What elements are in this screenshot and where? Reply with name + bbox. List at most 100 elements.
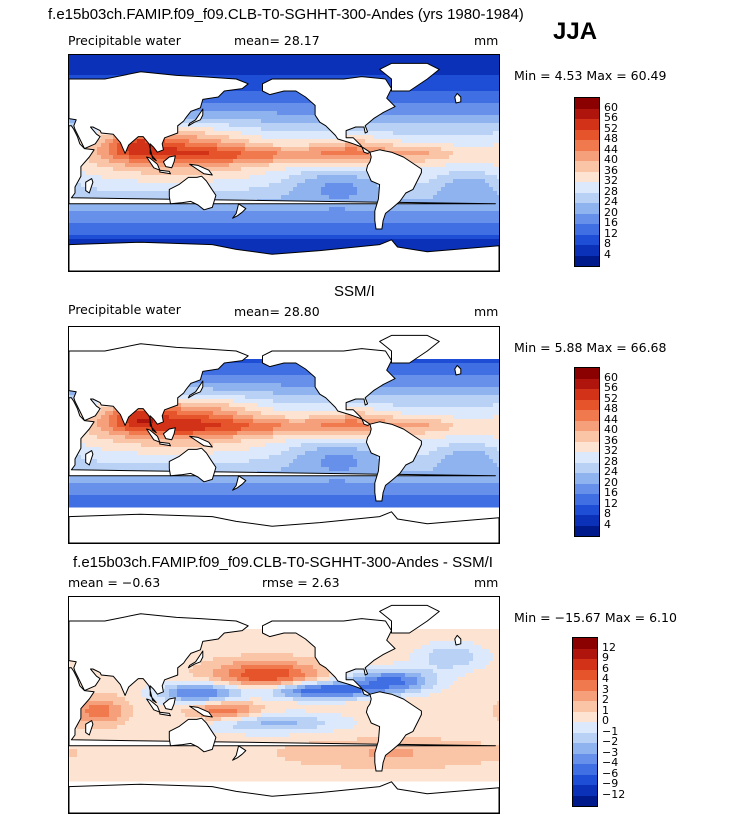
colorbar-tick-label: 44 bbox=[604, 412, 618, 426]
landmass bbox=[146, 156, 161, 171]
colorbar-swatch bbox=[573, 743, 597, 754]
panel2-heading: SSM/I bbox=[334, 283, 375, 300]
landmass bbox=[85, 450, 94, 466]
colorbar-tick-label: 52 bbox=[604, 121, 618, 135]
colorbar-swatch bbox=[573, 659, 597, 670]
panel2-minmax: Min = 5.88 Max = 66.68 bbox=[514, 340, 667, 355]
landmass bbox=[69, 239, 499, 271]
colorbar-swatch bbox=[575, 525, 599, 536]
landmass bbox=[69, 511, 499, 543]
colorbar-swatch bbox=[575, 431, 599, 442]
colorbar-swatch bbox=[573, 732, 597, 743]
colorbar-swatch bbox=[575, 98, 599, 109]
colorbar-tick-label: −4 bbox=[602, 756, 619, 769]
colorbar-swatch bbox=[575, 161, 599, 172]
colorbar-tick-label: 32 bbox=[604, 174, 618, 187]
colorbar-tick-label: 52 bbox=[604, 391, 618, 405]
landmass bbox=[232, 475, 247, 491]
landmass bbox=[162, 427, 176, 441]
colorbar-tick-label: 1 bbox=[602, 703, 609, 717]
colorbar-swatch bbox=[575, 192, 599, 203]
panel2-variable-label: Precipitable water bbox=[68, 302, 181, 317]
landmass bbox=[85, 720, 94, 736]
panel3-units-label: mm bbox=[474, 575, 499, 590]
colorbar-swatch bbox=[573, 774, 597, 785]
landmass bbox=[189, 435, 213, 448]
colorbar-tick-label: 60 bbox=[604, 100, 618, 114]
colorbar-swatch bbox=[575, 119, 599, 130]
colorbar-swatch bbox=[575, 441, 599, 452]
colorbar-swatch bbox=[575, 368, 599, 379]
colorbar-swatch bbox=[575, 234, 599, 245]
colorbar-tick-label: 12 bbox=[604, 496, 618, 510]
panel3-heading: f.e15b03ch.FAMIP.f09_f09.CLB-T0-SGHHT-30… bbox=[73, 554, 493, 571]
landmass bbox=[146, 428, 161, 443]
colorbar-swatch bbox=[575, 399, 599, 410]
panel3-colorbar bbox=[572, 637, 598, 807]
colorbar-swatch bbox=[575, 515, 599, 526]
landmass bbox=[146, 698, 161, 713]
colorbar-swatch bbox=[573, 648, 597, 659]
panel1-colorbar-ticks: 60 56 52 48 44 40 36 32 28 24 20 16 12 8 4 bbox=[604, 97, 634, 267]
colorbar-swatch bbox=[575, 462, 599, 473]
landmass bbox=[379, 604, 440, 634]
colorbar-swatch bbox=[575, 255, 599, 266]
colorbar-swatch bbox=[575, 108, 599, 119]
landmass bbox=[187, 650, 204, 669]
colorbar-swatch bbox=[573, 795, 597, 806]
colorbar-tick-label: 4 bbox=[602, 672, 609, 685]
colorbar-swatch bbox=[575, 389, 599, 400]
colorbar-tick-label: 40 bbox=[604, 423, 618, 436]
field-map bbox=[69, 55, 499, 271]
season-label: JJA bbox=[553, 18, 598, 45]
landmass bbox=[69, 343, 249, 434]
landmass bbox=[189, 163, 213, 176]
landmass bbox=[159, 711, 171, 717]
panel1-minmax: Min = 4.53 Max = 60.49 bbox=[514, 68, 667, 83]
colorbar-swatch bbox=[575, 129, 599, 140]
landmass bbox=[262, 348, 396, 426]
colorbar-swatch bbox=[573, 764, 597, 775]
landmass bbox=[162, 155, 176, 169]
panel3-colorbar-ticks: 12 9 6 4 3 2 1 0 −1 −2 −3 −4 −6 −9 −12 bbox=[602, 637, 636, 807]
colorbar-tick-label: 8 bbox=[604, 507, 611, 520]
colorbar-swatch bbox=[575, 494, 599, 505]
colorbar-tick-label: −9 bbox=[602, 777, 619, 790]
landmass bbox=[379, 62, 440, 92]
panel3-minmax: Min = −15.67 Max = 6.10 bbox=[514, 610, 677, 625]
colorbar-tick-label: 12 bbox=[602, 640, 616, 654]
colorbar-swatch bbox=[575, 203, 599, 214]
panel1-colorbar bbox=[574, 97, 600, 267]
colorbar-tick-label: 56 bbox=[604, 381, 618, 394]
colorbar-tick-label: 3 bbox=[602, 682, 609, 696]
panel3-mean-label: mean = −0.63 bbox=[68, 575, 161, 590]
panel1-units-label: mm bbox=[474, 33, 499, 48]
colorbar-tick-label: 9 bbox=[602, 651, 609, 664]
colorbar-swatch bbox=[575, 213, 599, 224]
colorbar-tick-label: 28 bbox=[604, 184, 618, 198]
colorbar-swatch bbox=[573, 690, 597, 701]
panel3-rmse-label: rmse = 2.63 bbox=[262, 575, 340, 590]
landmass bbox=[168, 717, 217, 753]
landmass bbox=[69, 667, 496, 747]
colorbar-tick-label: −3 bbox=[602, 745, 619, 759]
landmass bbox=[159, 441, 171, 447]
colorbar-swatch bbox=[573, 711, 597, 722]
field-map bbox=[69, 604, 499, 813]
landmass bbox=[85, 178, 94, 194]
panel2-colorbar-ticks: 60 56 52 48 44 40 36 32 28 24 20 16 12 8 4 bbox=[604, 367, 634, 537]
colorbar-swatch bbox=[573, 638, 597, 649]
colorbar-tick-label: 12 bbox=[604, 226, 618, 240]
landmass bbox=[168, 447, 217, 483]
landmass bbox=[454, 92, 462, 104]
panel1-mean-label: mean= 28.17 bbox=[234, 33, 320, 48]
colorbar-swatch bbox=[575, 224, 599, 235]
colorbar-tick-label: 28 bbox=[604, 454, 618, 468]
colorbar-tick-label: −6 bbox=[602, 766, 619, 780]
landmass bbox=[232, 745, 247, 761]
landmass bbox=[365, 691, 422, 772]
panel2-units-label: mm bbox=[474, 304, 499, 319]
colorbar-tick-label: 44 bbox=[604, 142, 618, 156]
landmass bbox=[69, 613, 249, 704]
landmass bbox=[162, 697, 176, 711]
